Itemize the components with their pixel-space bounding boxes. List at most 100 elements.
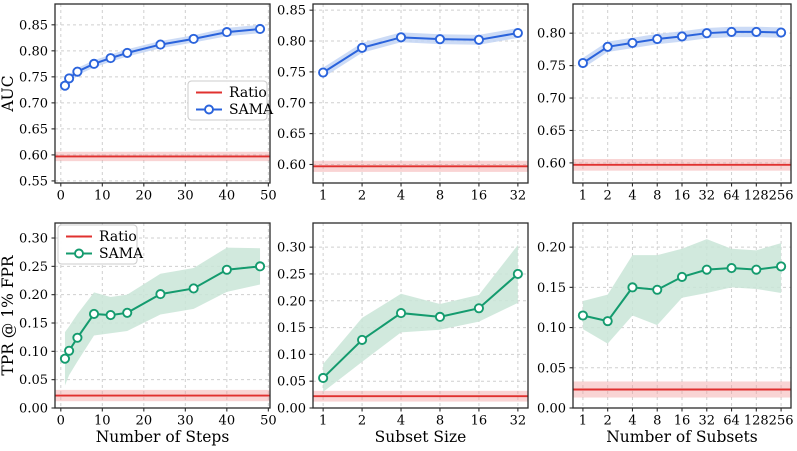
- data-point: [155, 39, 166, 50]
- x-tick-label: 16: [471, 414, 488, 429]
- data-point: [188, 33, 199, 44]
- data-point: [701, 28, 712, 39]
- x-tick-label: 32: [698, 414, 715, 429]
- data-point: [726, 26, 737, 37]
- y-tick-label: 0.25: [19, 260, 48, 275]
- data-point: [434, 311, 446, 322]
- y-tick-label: 0.75: [277, 65, 306, 80]
- y-tick-label: 0.20: [277, 294, 306, 309]
- y-tick-label: 0.65: [19, 122, 48, 137]
- data-point: [701, 264, 712, 275]
- x-tick-label: 128: [744, 414, 769, 429]
- x-tick-label: 10: [94, 414, 111, 429]
- x-tick-label: 50: [260, 414, 277, 429]
- x-tick-label: 16: [674, 189, 691, 204]
- data-point: [221, 264, 232, 275]
- y-tick-label: 0.15: [537, 281, 566, 296]
- x-tick-label: 4: [628, 414, 636, 429]
- data-point: [88, 58, 100, 69]
- tick-marks: [569, 32, 782, 187]
- data-point: [776, 261, 787, 272]
- sama-line: [64, 27, 261, 87]
- data-point: [254, 23, 266, 35]
- data-point: [88, 308, 100, 319]
- data-point: [512, 27, 523, 39]
- data-point: [577, 310, 588, 321]
- x-tick-label: 0: [57, 414, 65, 429]
- data-point: [652, 33, 663, 45]
- data-point: [357, 42, 368, 53]
- x-tick-label: 1: [579, 189, 587, 204]
- data-point: [602, 316, 613, 327]
- y-tick-label: 0.85: [277, 4, 306, 19]
- sama-band: [582, 26, 782, 69]
- data-point: [64, 73, 75, 84]
- x-tick-label: 8: [436, 189, 444, 204]
- x-tick-label: 16: [471, 189, 488, 204]
- data-point: [254, 261, 266, 272]
- sama-line: [64, 265, 261, 360]
- x-tick-label: 40: [219, 414, 236, 429]
- x-tick-label: 20: [136, 414, 153, 429]
- x-tick-label: 4: [628, 189, 636, 204]
- data-point: [155, 289, 166, 300]
- data-point: [751, 264, 762, 275]
- x-tick-label: 10: [94, 189, 111, 204]
- y-tick-label: 0.65: [277, 127, 306, 142]
- y-tick-label: 0.75: [537, 59, 566, 74]
- data-point: [627, 37, 638, 48]
- x-tick-label: 4: [397, 189, 405, 204]
- x-tick-label: 1: [579, 414, 587, 429]
- axes-frame: [312, 3, 529, 184]
- data-point: [473, 303, 484, 314]
- legend-sama-marker: [204, 104, 214, 115]
- y-tick-label: 0.80: [537, 27, 566, 42]
- y-tick-label: 0.05: [277, 375, 306, 390]
- data-point: [676, 271, 688, 282]
- x-tick-label: 30: [177, 414, 194, 429]
- data-point: [105, 310, 116, 321]
- y-tick-label: 0.10: [537, 321, 566, 336]
- x-tick-label: 1: [319, 189, 327, 204]
- data-point: [318, 372, 329, 384]
- data-point: [395, 32, 407, 43]
- x-axis-title: Number of Steps: [96, 428, 230, 446]
- y-tick-label: 0.80: [277, 35, 306, 50]
- y-tick-label: 0.85: [19, 18, 48, 33]
- data-point: [602, 41, 613, 52]
- x-tick-label: 40: [219, 189, 236, 204]
- y-tick-label: 0.05: [19, 373, 48, 388]
- legend-sama-marker: [74, 248, 84, 259]
- y-tick-label: 0.70: [277, 96, 306, 111]
- tick-marks: [309, 246, 519, 412]
- x-tick-label: 1: [319, 414, 327, 429]
- data-point: [221, 27, 232, 38]
- x-axis-title: Number of Subsets: [606, 428, 758, 446]
- panel-tpr-vs-steps: 0 10 20 30 40 50 0.00 0.05 0.10 0.15 0.20 0.25 0.30 N…: [0, 222, 277, 446]
- sama-band: [323, 244, 518, 392]
- legend-ratio-label: Ratio: [229, 85, 267, 101]
- x-tick-label: 64: [723, 189, 740, 204]
- axes-frame: [54, 3, 271, 184]
- x-tick-label: 32: [510, 189, 527, 204]
- y-tick-label: 0.10: [277, 348, 306, 363]
- x-tick-label: 0: [57, 189, 65, 204]
- x-tick-label: 256: [769, 189, 794, 204]
- y-tick-label: 0.10: [19, 345, 48, 360]
- x-tick-label: 2: [358, 414, 366, 429]
- y-tick-label: 0.75: [19, 70, 48, 85]
- x-tick-label: 8: [436, 414, 444, 429]
- x-tick-label: 50: [260, 189, 277, 204]
- data-point: [751, 26, 762, 37]
- data-point: [64, 345, 75, 356]
- tick-marks: [569, 246, 782, 412]
- data-point: [72, 66, 83, 77]
- y-tick-label: 0.00: [19, 402, 48, 417]
- panel-tpr-vs-subset-size: 1 2 4 8 16 32 0.00 0.05 0.10 0.15 0.20 0.25 0.30 Subs…: [277, 222, 529, 446]
- y-tick-label: 0.05: [537, 361, 566, 376]
- tick-marks: [51, 24, 269, 187]
- data-point: [726, 262, 737, 274]
- data-point: [122, 47, 133, 58]
- y-tick-label: 0.20: [537, 241, 566, 256]
- sama-line: [322, 32, 519, 74]
